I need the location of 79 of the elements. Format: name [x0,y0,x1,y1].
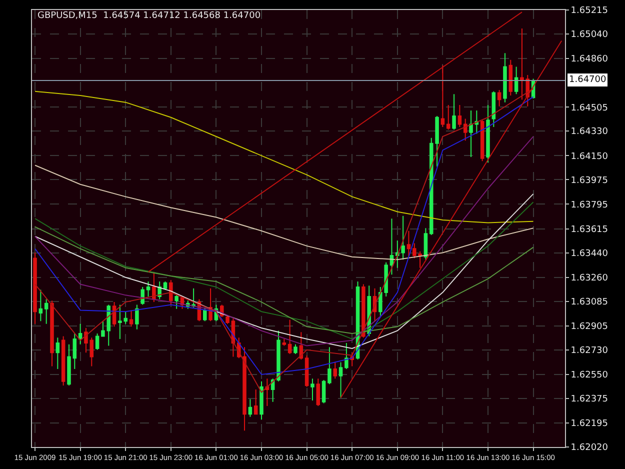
candlestick [248,398,252,418]
candlestick [492,90,496,128]
candlestick [67,344,71,386]
y-tick-label: 1.64330 [570,127,608,138]
candlestick [78,323,82,345]
candlestick [90,337,94,367]
candlestick [265,378,270,406]
candlestick [61,336,66,386]
candlestick [452,94,456,130]
candlestick [276,330,280,382]
candlestick [463,118,468,142]
candlestick [362,284,366,338]
candlestick [50,300,54,367]
candlestick [322,379,326,404]
candlestick [72,332,77,370]
line-series [34,136,534,346]
candlestick [282,338,286,346]
y-tick-label: 1.62550 [570,370,608,381]
chart-title: GBPUSD,M15 1.64574 1.64712 1.64568 1.64700 [38,11,261,22]
candlestick [304,354,309,388]
candlestick [129,310,134,328]
y-tick-label: 1.63615 [570,224,608,235]
candlestick [424,228,428,260]
candlestick [44,298,48,324]
candlestick [56,337,60,370]
candlestick [38,289,43,322]
y-tick-label: 1.64150 [570,152,608,162]
candlestick [288,319,292,354]
y-tick-label: 1.64860 [570,54,608,65]
candlestick [458,104,462,128]
y-tick-label: 1.64505 [570,103,608,114]
candlestick [299,332,304,360]
y-tick-label: 1.63085 [570,297,608,308]
y-tick-label: 1.62020 [570,443,608,454]
y-tick-label: 1.63440 [570,248,608,259]
candlestick [316,378,320,406]
candlestick [474,110,479,134]
y-tick-label: 1.62195 [570,419,608,430]
candlestick [203,306,207,322]
y-tick-label: 1.62730 [570,346,608,356]
candlestick [440,64,445,128]
candlestick [174,294,178,310]
line-series [34,90,534,224]
candlestick [514,66,518,95]
candlestick [497,90,502,107]
candlestick [508,59,513,96]
y-tick-label: 1.65215 [570,6,608,16]
candlestick [84,328,88,354]
candlestick [390,218,394,276]
candlestick [480,120,484,162]
y-tick-label: 1.65040 [570,30,608,40]
y-tick-label: 1.63795 [570,200,608,210]
candlestick [152,271,156,303]
candlestick [294,344,298,354]
candlestick [33,252,37,324]
candlestick [469,110,473,158]
candlestick [270,378,275,402]
candlestick [344,342,348,370]
candlestick [503,52,507,103]
candlestick [310,378,314,401]
line-series [34,164,534,260]
y-tick-label: 1.62905 [570,322,608,332]
y-tick-label: 1.63260 [570,274,608,284]
candlestick [486,104,490,164]
candlestick [146,281,150,298]
ref-line-label: 1.64700 [569,75,606,85]
candlestick [135,304,139,330]
candlestick [446,104,450,130]
candlestick [226,315,230,324]
candlestick [328,346,332,385]
candlestick [333,362,337,380]
candlestick [338,362,343,398]
y-tick-label: 1.63975 [570,176,608,186]
candlestick [95,332,100,350]
candlestick [406,230,411,259]
candlestick [254,389,258,415]
line-series [34,226,534,334]
candlestick [260,380,264,420]
y-tick-label: 1.62375 [570,394,608,405]
